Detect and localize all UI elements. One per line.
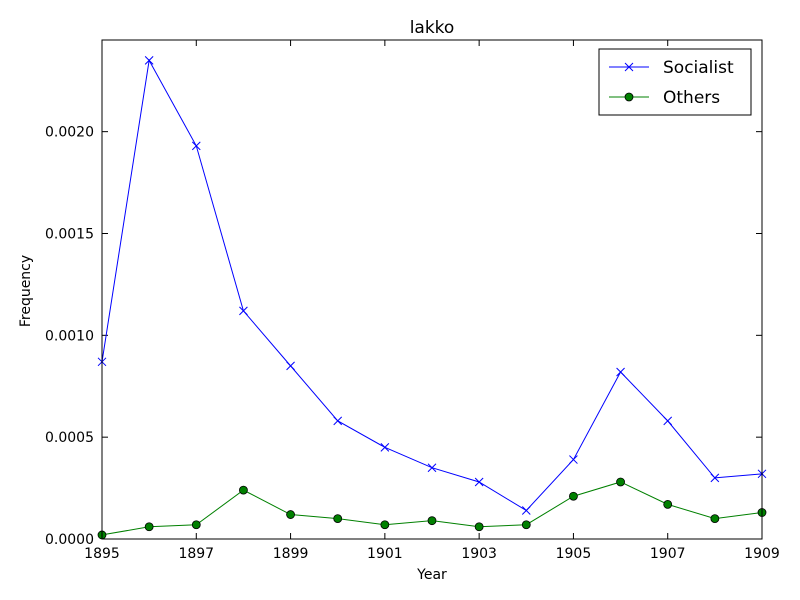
series-socialist [97,56,767,515]
x-tick-label: 1897 [178,546,214,562]
data-point-socialist [474,477,484,487]
x-axis-label: Year [416,567,447,583]
legend-item-others: Others [609,88,720,108]
data-point-socialist [521,506,531,515]
y-tick-label: 0.0005 [45,430,94,446]
x-tick-label: 1899 [273,546,309,562]
y-tick-label: 0.0020 [45,125,94,141]
data-point-socialist [239,306,248,316]
axis-ticks: 1895 1897 1899 1901 1903 1905 1907 1909 0.0000 0.… [45,40,780,562]
data-point-socialist [616,367,625,377]
data-point-socialist [710,473,720,483]
data-point-socialist [286,361,295,371]
chart-title: lakko [410,18,455,38]
legend-box [598,48,752,116]
y-tick-label: 0.0015 [45,226,94,242]
series-layer [97,56,767,540]
data-point-socialist [333,416,343,426]
data-point-others [333,514,343,524]
legend: Socialist Others [598,48,752,116]
x-tick-label: 1903 [461,546,497,562]
y-axis-label: Frequency [18,255,34,327]
data-point-socialist [380,442,390,452]
data-point-socialist [569,455,578,464]
data-point-others [191,520,201,530]
x-tick-label: 1909 [744,546,780,562]
data-point-others [474,522,484,532]
x-tick-label: 1895 [84,546,120,562]
data-point-others [521,520,531,530]
y-tick-label: 0.0000 [45,532,94,548]
data-point-socialist [144,56,154,65]
data-point-others [663,499,673,509]
data-point-others [239,485,248,495]
data-point-others [144,522,154,532]
x-tick-label: 1901 [367,546,403,562]
data-point-others [624,92,634,102]
x-tick-label: 1907 [650,546,686,562]
data-point-others [616,477,625,487]
legend-label: Socialist [663,58,734,78]
legend-item-socialist: Socialist [609,58,734,78]
legend-label: Others [663,88,720,108]
data-point-socialist [191,141,201,151]
series-others [97,477,767,540]
data-point-others [286,510,295,519]
data-point-others [427,516,437,526]
data-point-others [569,491,578,501]
data-point-socialist [624,62,634,72]
x-tick-label: 1905 [556,546,592,562]
data-point-socialist [663,416,673,426]
data-point-others [710,514,720,524]
data-point-others [380,520,390,530]
data-point-socialist [427,463,437,473]
y-tick-label: 0.0010 [45,328,94,344]
plot-frame [101,39,763,540]
